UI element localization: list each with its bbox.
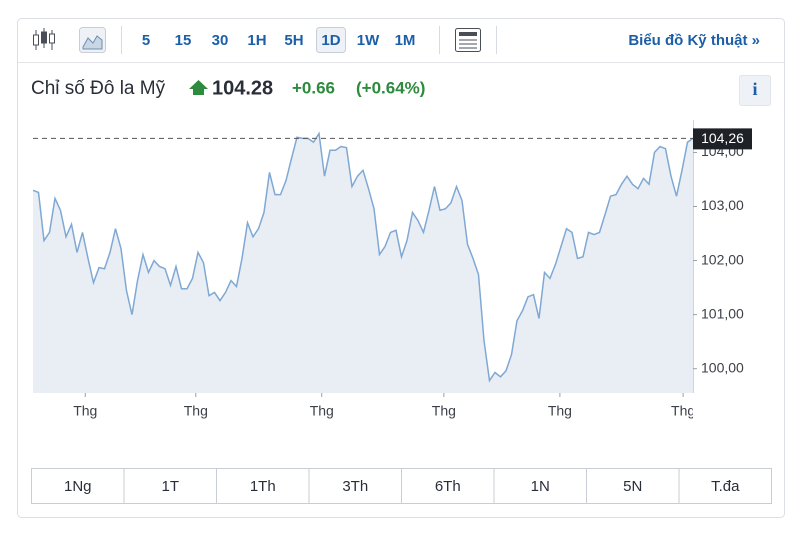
x-tick-label: Thg <box>184 403 208 419</box>
range-button[interactable]: 5N <box>623 478 642 495</box>
range-button[interactable]: T.đa <box>711 478 740 495</box>
instrument-name: Chỉ số Đô la Mỹ <box>31 78 166 99</box>
change-pct: (+0.64%) <box>356 78 425 97</box>
range-button[interactable]: 1T <box>161 478 179 495</box>
up-arrow <box>189 80 208 95</box>
interval-button[interactable]: 1D <box>321 32 340 49</box>
x-tick-label: Thg <box>73 403 97 419</box>
interval-button[interactable]: 15 <box>175 32 192 49</box>
range-button[interactable]: 1N <box>531 478 550 495</box>
interval-button[interactable]: 1W <box>357 32 380 49</box>
plot: Investing.com <box>33 131 693 393</box>
y-tick-label: 103,00 <box>701 197 744 213</box>
info-label[interactable]: i <box>752 79 757 99</box>
change: +0.66 <box>292 78 335 97</box>
interval-button[interactable]: 5H <box>284 32 303 49</box>
range-button[interactable]: 1Ng <box>64 478 92 495</box>
x-tick-label: Thg <box>671 403 695 419</box>
interval-button[interactable]: 30 <box>212 32 229 49</box>
interval-active-bg <box>316 27 346 53</box>
x-tick-label: Thg <box>548 403 572 419</box>
candle-icon[interactable] <box>33 28 55 50</box>
y-tick-label: 101,00 <box>701 305 744 321</box>
range-button[interactable]: 6Th <box>435 478 461 495</box>
price: 104.28 <box>212 77 273 99</box>
news-icon[interactable] <box>455 28 481 52</box>
range-button[interactable]: 3Th <box>342 478 368 495</box>
interval-button[interactable]: 1H <box>247 32 266 49</box>
price-line <box>33 131 693 383</box>
area-icon[interactable] <box>79 27 106 53</box>
x-tick-label: Thg <box>432 403 456 419</box>
y-tick-label: 102,00 <box>701 251 744 267</box>
current-price-label: 104,26 <box>701 130 744 146</box>
interval-button[interactable]: 5 <box>142 32 150 49</box>
y-tick-label: 100,00 <box>701 359 744 375</box>
x-axis: Thg Thg Thg Thg Thg Thg <box>73 393 695 419</box>
interval-button[interactable]: 1M <box>395 32 416 49</box>
x-tick-label: Thg <box>310 403 334 419</box>
technical-link[interactable]: Biểu đồ Kỹ thuật » <box>628 32 760 49</box>
range-button[interactable]: 1Th <box>250 478 276 495</box>
area-fill <box>33 133 693 393</box>
current-price-box <box>693 128 752 150</box>
info-button[interactable] <box>739 75 771 106</box>
